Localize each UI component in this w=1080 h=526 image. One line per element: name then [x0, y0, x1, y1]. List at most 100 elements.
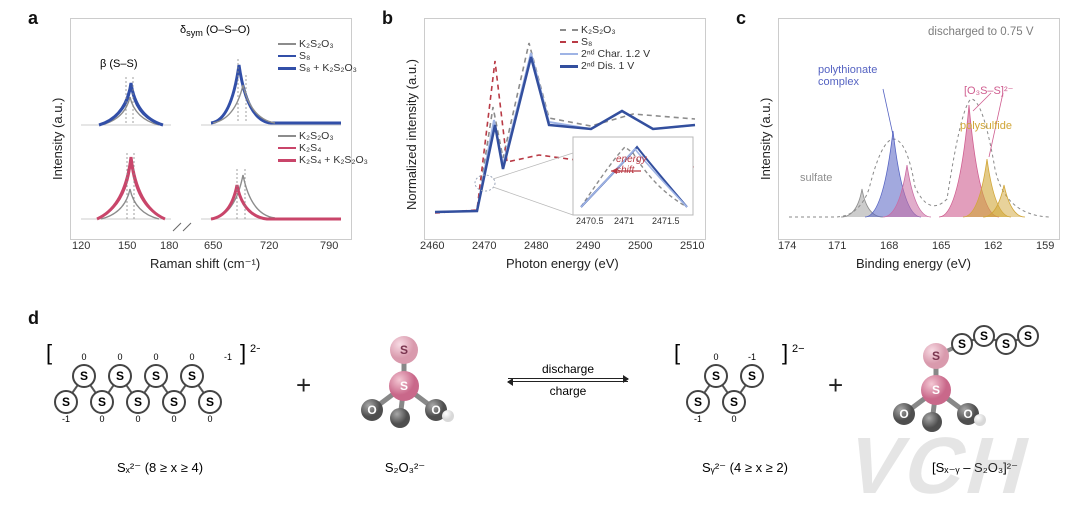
panel-a-tick: 120	[72, 240, 90, 252]
svg-text:S: S	[170, 395, 178, 409]
svg-text:S: S	[134, 395, 142, 409]
panel-a-tick: 150	[118, 240, 136, 252]
panel-b-legend: 2ⁿᵈ Char. 1.2 V	[560, 48, 650, 60]
svg-text:-1: -1	[224, 352, 232, 362]
svg-text:S: S	[958, 337, 966, 351]
panel-a-tick: 720	[260, 240, 278, 252]
svg-text:S: S	[932, 349, 940, 363]
svg-text:S: S	[400, 379, 408, 393]
formula-sy: Sᵧ²⁻ (4 ≥ x ≥ 2)	[670, 460, 820, 476]
panel-b-xaxis: Photon energy (eV)	[506, 256, 619, 271]
svg-text:0: 0	[99, 414, 104, 424]
panel-a-label: a	[28, 8, 38, 29]
svg-text:O: O	[899, 407, 908, 421]
panel-b-tick: 2470	[472, 240, 496, 252]
panel-a-legend: K₂S₂O₃	[278, 130, 368, 142]
svg-text:2−: 2−	[792, 343, 805, 355]
species-s2o3: S S O O	[344, 326, 464, 441]
panel-b-tick: 2490	[576, 240, 600, 252]
svg-text:-1: -1	[748, 352, 756, 362]
panel-b-legend: S₈	[560, 36, 650, 48]
svg-text:O: O	[963, 407, 972, 421]
panel-c-label-polythionate: polythionatecomplex	[818, 64, 877, 88]
panel-c-label-o3s: [O₃S–S]²⁻	[964, 84, 1013, 97]
panel-b-tick: 2480	[524, 240, 548, 252]
panel-a-tick: 180	[160, 240, 178, 252]
panel-b-tick: 2460	[420, 240, 444, 252]
panel-a-tick: 790	[320, 240, 338, 252]
panel-c-tick: 162	[984, 240, 1002, 252]
panel-d-label: d	[28, 308, 39, 329]
svg-text:S: S	[152, 369, 160, 383]
svg-text:S: S	[116, 369, 124, 383]
species-sx: [ ] 2− S S S S S S S S S 0000-1 -10000	[40, 340, 260, 435]
svg-text:S: S	[1024, 329, 1032, 343]
panel-a-legend: S₈ + K₂S₂O₃	[278, 62, 357, 74]
panel-b-legend: 2ⁿᵈ Dis. 1 V	[560, 60, 650, 72]
svg-text:0: 0	[731, 414, 736, 424]
panel-a-delta-oso: δsym (O–S–O)	[180, 24, 250, 38]
svg-text:0: 0	[189, 352, 194, 362]
svg-text:S: S	[932, 383, 940, 397]
panel-c-label-polysulfide: polysulfide	[960, 120, 1012, 132]
svg-text:S: S	[748, 369, 756, 383]
panel-a-beta-ss: β (S–S)	[100, 58, 138, 70]
svg-text:S: S	[98, 395, 106, 409]
svg-text:[: [	[674, 340, 680, 365]
panel-c-tick: 171	[828, 240, 846, 252]
svg-text:S: S	[980, 329, 988, 343]
panel-a-legend: K₂S₂O₃	[278, 38, 357, 50]
svg-text:0: 0	[135, 414, 140, 424]
svg-text:-1: -1	[694, 414, 702, 424]
panel-b-inset-tick: 2471	[614, 216, 634, 226]
reaction-arrows: discharge charge	[508, 362, 628, 398]
discharge-label: discharge	[508, 362, 628, 376]
panel-c-tick: 168	[880, 240, 898, 252]
svg-text:O: O	[367, 403, 376, 417]
panel-c-tick: 174	[778, 240, 796, 252]
panel-c-svg	[779, 19, 1059, 239]
panel-c-tick: 159	[1036, 240, 1054, 252]
plus-icon: +	[296, 370, 311, 401]
svg-text:S: S	[400, 343, 408, 357]
svg-text:S: S	[188, 369, 196, 383]
svg-text:]: ]	[782, 340, 788, 365]
svg-text:]: ]	[240, 340, 246, 365]
panel-a-xaxis: Raman shift (cm⁻¹)	[150, 256, 260, 272]
panel-c-tick: 165	[932, 240, 950, 252]
svg-text:0: 0	[713, 352, 718, 362]
panel-a-legend: S₈	[278, 50, 357, 62]
panel-c-label-sulfate: sulfate	[800, 172, 832, 184]
svg-text:0: 0	[81, 352, 86, 362]
panel-b-legend: K₂S₂O₃	[560, 24, 650, 36]
panel-b-tick: 2510	[680, 240, 704, 252]
panel-b-inset-tick: 2470.5	[576, 216, 604, 226]
panel-a-legend: K₂S₄ + K₂S₂O₃	[278, 154, 368, 166]
svg-text:S: S	[206, 395, 214, 409]
svg-text:0: 0	[207, 414, 212, 424]
svg-text:S: S	[712, 369, 720, 383]
watermark: VCH	[838, 420, 1044, 512]
panel-c-yaxis: Intensity (a.u.)	[758, 98, 773, 180]
panel-b-yaxis: Normalized intensity (a.u.)	[404, 59, 419, 210]
panel-a-legend: K₂S₄	[278, 142, 368, 154]
species-sy: [ ] 2− S S S S 0-1 -10	[668, 340, 808, 435]
panel-b-inset-tick: 2471.5	[652, 216, 680, 226]
svg-text:0: 0	[171, 414, 176, 424]
svg-text:2−: 2−	[250, 343, 260, 355]
panel-c-chart	[778, 18, 1060, 240]
charge-label: charge	[508, 384, 628, 398]
formula-sx: Sₓ²⁻ (8 ≥ x ≥ 4)	[80, 460, 240, 476]
svg-text:S: S	[730, 395, 738, 409]
panel-a-yaxis: Intensity (a.u.)	[50, 98, 65, 180]
panel-b-label: b	[382, 8, 393, 29]
panel-a-tick: 650	[204, 240, 222, 252]
panel-c-xaxis: Binding energy (eV)	[856, 256, 971, 271]
svg-text:O: O	[431, 403, 440, 417]
svg-text:S: S	[80, 369, 88, 383]
panel-c-label: c	[736, 8, 746, 29]
svg-text:-1: -1	[62, 414, 70, 424]
svg-text:S: S	[62, 395, 70, 409]
plus-icon: +	[828, 370, 843, 401]
svg-text:0: 0	[153, 352, 158, 362]
